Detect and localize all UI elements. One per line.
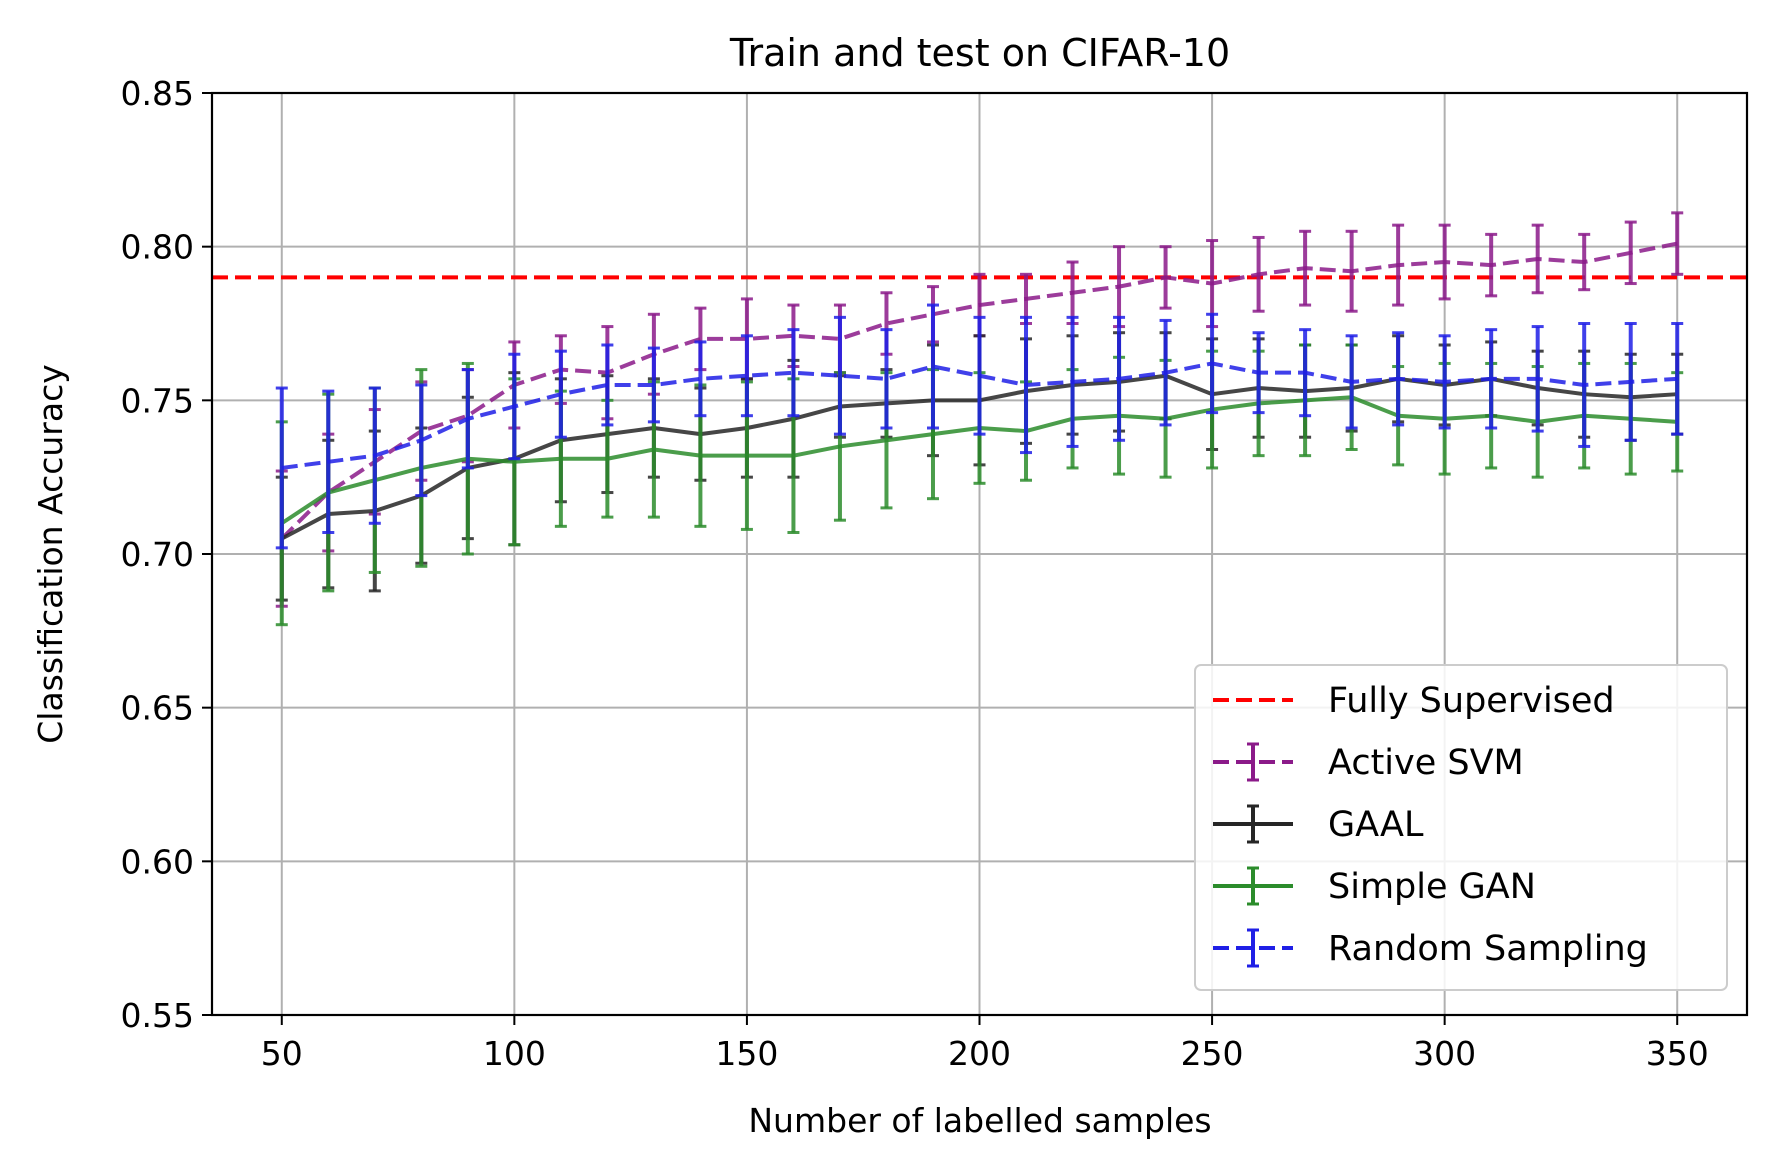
legend-entry: Fully Supervised — [1213, 681, 1615, 721]
y-tick-label: 0.80 — [121, 228, 194, 267]
legend-entry: Simple GAN — [1213, 866, 1536, 907]
legend-label: GAAL — [1328, 805, 1424, 845]
series-line — [281, 361, 1678, 470]
axes-layer: 50 100 150 200 250 300 350 0.55 0.60 0.65 0.70 0.75… — [121, 74, 1749, 1073]
x-tick-label: 350 — [1646, 1034, 1709, 1073]
x-tick-label: 300 — [1413, 1034, 1476, 1073]
legend-label: Active SVM — [1328, 743, 1524, 783]
y-tick-label: 0.85 — [121, 74, 194, 113]
x-tick-label: 250 — [1181, 1034, 1244, 1073]
legend-label: Fully Supervised — [1328, 681, 1615, 721]
x-tick-label: 200 — [948, 1034, 1011, 1073]
chart-title: Train and test on CIFAR-10 — [729, 31, 1230, 75]
legend-box — [1194, 664, 1728, 991]
y-tick-label: 0.55 — [121, 996, 194, 1035]
y-tick-label: 0.65 — [121, 689, 194, 728]
x-tick-label: 100 — [483, 1034, 546, 1073]
legend-label: Simple GAN — [1328, 867, 1536, 907]
series-random-sampling — [275, 303, 1684, 550]
y-tick-label: 0.70 — [121, 535, 194, 574]
legend-entry: Active SVM — [1213, 742, 1524, 783]
series-layer — [275, 211, 1684, 627]
y-tick-label: 0.60 — [121, 842, 194, 881]
x-tick-label: 150 — [715, 1034, 778, 1073]
legend-entry: GAAL — [1213, 804, 1424, 845]
legend-label: Random Sampling — [1328, 929, 1648, 969]
y-axis-label: Classification Accuracy — [31, 364, 70, 744]
y-tick-label: 0.75 — [121, 381, 194, 420]
x-axis-label: Number of labelled samples — [748, 1101, 1211, 1140]
legend-entry: Random Sampling — [1213, 928, 1648, 969]
legend: Fully Supervised Active SVM GAAL Simple GAN… — [1194, 664, 1728, 991]
x-tick-label: 50 — [261, 1034, 303, 1073]
